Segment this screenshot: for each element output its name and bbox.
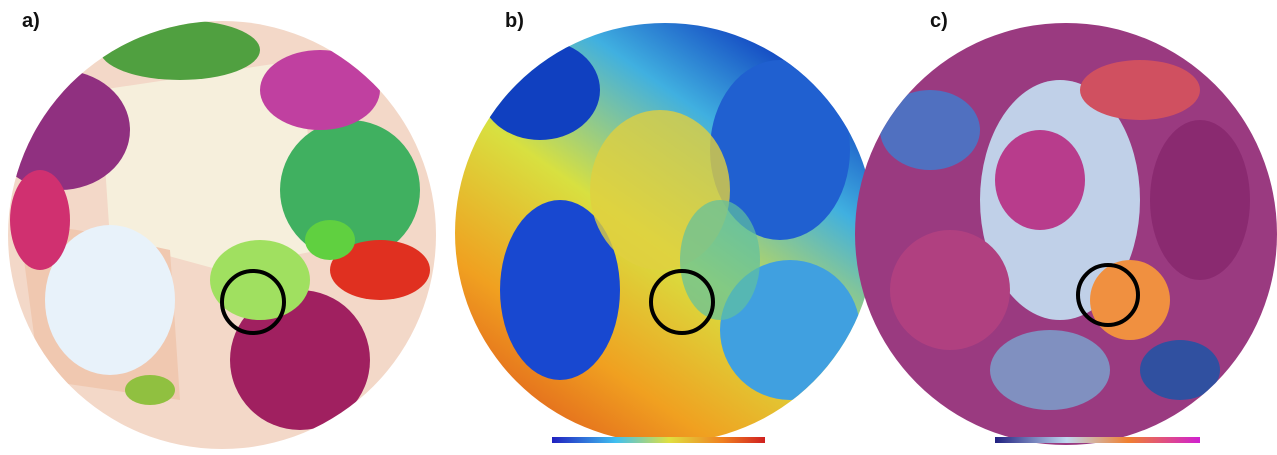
map-c	[850, 20, 1277, 450]
map-b	[450, 20, 880, 450]
panel-label: b)	[505, 10, 524, 32]
panel-label: c)	[930, 10, 948, 32]
color-bar	[995, 437, 1200, 443]
color-bar	[552, 437, 765, 443]
figure: a) b) c)	[0, 0, 1277, 455]
map-a	[0, 0, 450, 455]
panel-label: a)	[22, 10, 40, 32]
